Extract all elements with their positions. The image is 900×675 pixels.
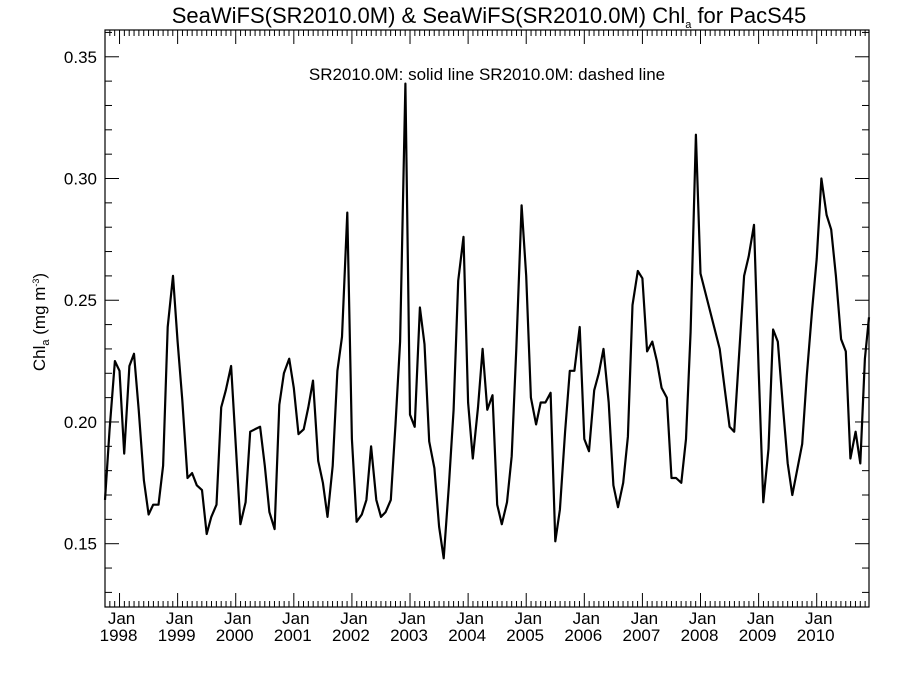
line-style-annotation: SR2010.0M: solid line SR2010.0M: dashed … (309, 65, 665, 84)
x-tick-month-label: Jan (166, 609, 193, 628)
x-tick-month-label: Jan (456, 609, 483, 628)
y-axis-label-close: ) (30, 273, 49, 279)
x-tick-month-label: Jan (689, 609, 716, 628)
x-tick-month-label: Jan (108, 609, 135, 628)
x-tick-year-label: 2003 (390, 626, 428, 645)
x-tick-year-label: 2008 (681, 626, 719, 645)
x-tick-month-label: Jan (282, 609, 309, 628)
x-tick-year-label: 1999 (158, 626, 196, 645)
x-tick-year-label: 2005 (506, 626, 544, 645)
x-tick-year-label: 2010 (797, 626, 835, 645)
series-layer (103, 82, 871, 560)
x-tick-year-label: 2002 (332, 626, 370, 645)
chart-title-suffix: for PacS45 (691, 3, 806, 28)
chart-title-sub: a (685, 19, 692, 31)
x-tick-month-label: Jan (573, 609, 600, 628)
x-tick-month-label: Jan (805, 609, 832, 628)
y-axis-label-main: Chl (30, 346, 49, 372)
x-tick-month-label: Jan (747, 609, 774, 628)
axis-ticks (105, 30, 869, 607)
series-line-solid (103, 82, 871, 560)
axis-tick-labels: 0.150.200.250.300.35Jan1998Jan1999Jan200… (64, 48, 835, 645)
y-tick-label: 0.20 (64, 413, 97, 432)
y-axis-label: Chla (mg m-3) (30, 273, 52, 371)
y-tick-label: 0.25 (64, 291, 97, 310)
x-tick-year-label: 2000 (216, 626, 254, 645)
plot-frame (104, 29, 870, 608)
x-tick-year-label: 2007 (623, 626, 661, 645)
x-tick-year-label: 1998 (100, 626, 138, 645)
x-tick-month-label: Jan (515, 609, 542, 628)
x-tick-month-label: Jan (340, 609, 367, 628)
x-tick-month-label: Jan (398, 609, 425, 628)
x-tick-month-label: Jan (224, 609, 251, 628)
y-axis-label-sub: a (40, 339, 52, 346)
x-tick-year-label: 2004 (448, 626, 486, 645)
y-tick-label: 0.35 (64, 48, 97, 67)
x-tick-month-label: Jan (631, 609, 658, 628)
x-tick-year-label: 2009 (739, 626, 777, 645)
x-tick-year-label: 2006 (564, 626, 602, 645)
chart-title: SeaWiFS(SR2010.0M) & SeaWiFS(SR2010.0M) … (172, 3, 807, 31)
x-tick-year-label: 2001 (274, 626, 312, 645)
chart-title-main: SeaWiFS(SR2010.0M) & SeaWiFS(SR2010.0M) … (172, 3, 686, 28)
y-tick-label: 0.30 (64, 170, 97, 189)
y-tick-label: 0.15 (64, 535, 97, 554)
y-axis-label-sup: -3 (31, 279, 41, 287)
y-axis-label-unit: (mg m (30, 287, 49, 340)
